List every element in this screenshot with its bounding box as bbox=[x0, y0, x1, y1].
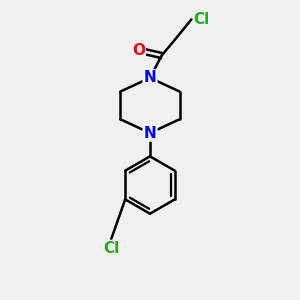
Text: N: N bbox=[144, 125, 156, 140]
Text: Cl: Cl bbox=[103, 241, 119, 256]
Text: O: O bbox=[132, 43, 145, 58]
Text: Cl: Cl bbox=[194, 12, 210, 27]
Text: N: N bbox=[144, 70, 156, 85]
